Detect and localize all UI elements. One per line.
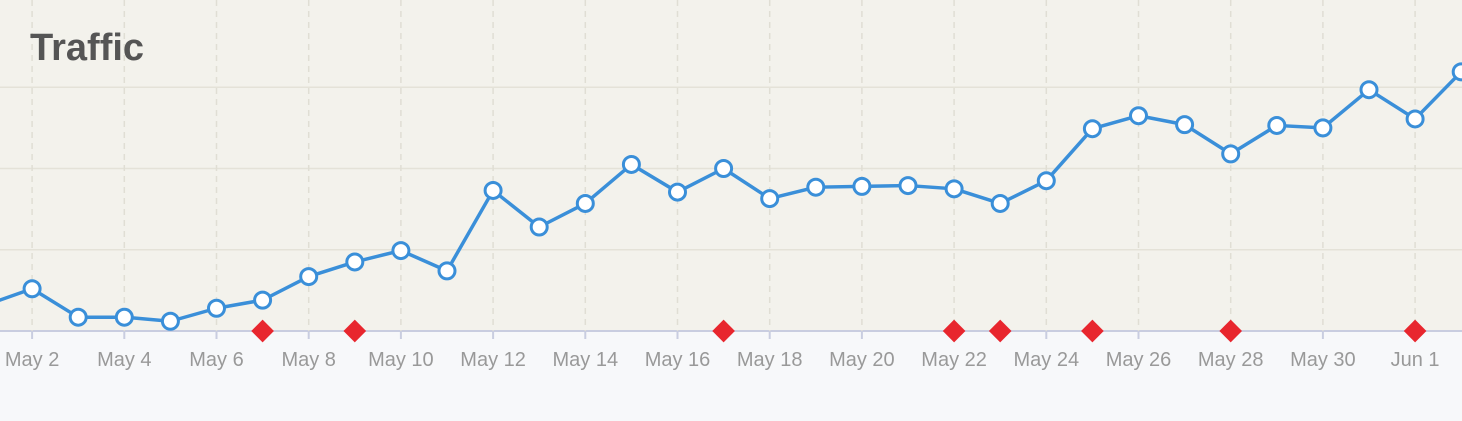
data-point: [714, 159, 734, 178]
event-marker: [712, 319, 735, 343]
x-tick-label: May 26: [1105, 349, 1172, 371]
x-tick-label: May 24: [1013, 349, 1080, 371]
data-point: [22, 279, 42, 299]
data-point: [1267, 115, 1287, 135]
data-point: [345, 252, 365, 272]
data-point: [944, 179, 964, 199]
x-tick-label: May 8: [281, 349, 336, 371]
data-point: [806, 177, 826, 197]
data-point: [898, 176, 918, 196]
data-point: [575, 193, 595, 213]
x-tick-label: May 14: [552, 349, 619, 371]
data-point: [299, 267, 319, 287]
event-marker: [1403, 319, 1427, 343]
x-tick-label: May 18: [736, 349, 803, 371]
x-tick-label: May 12: [460, 349, 526, 371]
data-point: [68, 307, 88, 327]
x-tick-label: May 6: [189, 349, 244, 371]
data-point: [1221, 144, 1241, 164]
data-point: [114, 307, 134, 327]
x-tick-label: May 16: [644, 349, 711, 371]
x-tick-label: May 2: [4, 349, 60, 371]
data-point: [1313, 118, 1333, 138]
data-point: [1082, 119, 1102, 139]
data-point: [391, 241, 411, 261]
data-point: [253, 290, 273, 310]
data-point: [1175, 115, 1195, 135]
data-point: [529, 217, 549, 237]
chart-title: Traffic: [30, 27, 144, 69]
event-marker: [1081, 319, 1104, 343]
data-point: [852, 176, 872, 196]
x-tick-label: May 4: [97, 349, 152, 371]
data-point: [207, 298, 226, 318]
data-point: [990, 193, 1010, 213]
event-marker: [343, 319, 367, 343]
data-point: [1359, 80, 1379, 100]
data-point: [160, 311, 180, 331]
data-point: [668, 182, 687, 202]
data-point: [1129, 106, 1148, 126]
data-point: [1036, 171, 1056, 191]
data-point: [1451, 62, 1462, 82]
x-tick-label: May 30: [1290, 349, 1356, 371]
data-point: [1405, 109, 1425, 129]
x-tick-label: May 22: [921, 349, 987, 371]
x-tick-label: Jun 1: [1390, 349, 1440, 371]
data-point: [760, 189, 780, 209]
data-point: [621, 154, 641, 174]
data-point: [437, 261, 457, 281]
event-marker: [1219, 319, 1243, 343]
x-tick-label: May 20: [829, 349, 895, 371]
x-tick-label: May 28: [1197, 349, 1264, 371]
data-point: [483, 180, 503, 200]
x-tick-label: May 10: [368, 349, 434, 371]
event-marker: [942, 319, 966, 343]
event-marker: [988, 319, 1012, 343]
